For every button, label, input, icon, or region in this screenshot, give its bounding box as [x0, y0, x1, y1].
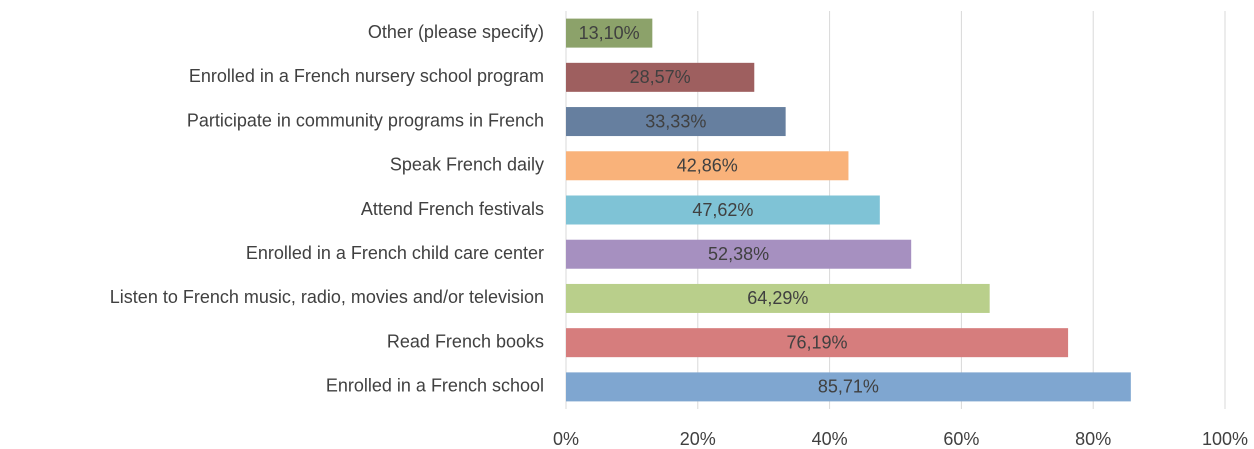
data-label: 47,62%	[692, 200, 753, 220]
bar	[566, 18, 653, 48]
data-label: 85,71%	[818, 377, 879, 397]
y-tick-label: Enrolled in a French child care center	[246, 243, 544, 263]
bar	[566, 372, 1131, 402]
data-label: 64,29%	[747, 288, 808, 308]
bar	[566, 328, 1069, 358]
data-label: 52,38%	[708, 244, 769, 264]
y-tick-label: Read French books	[387, 331, 544, 351]
x-tick-label: 100%	[1202, 429, 1248, 449]
bar	[566, 283, 990, 313]
bar	[566, 195, 880, 225]
y-tick-label: Enrolled in a French nursery school prog…	[189, 66, 544, 86]
data-label: 42,86%	[677, 156, 738, 176]
bar	[566, 151, 849, 181]
y-tick-label: Other (please specify)	[368, 22, 544, 42]
bar	[566, 239, 912, 269]
x-tick-label: 20%	[680, 429, 716, 449]
y-tick-label: Attend French festivals	[361, 199, 544, 219]
bar	[566, 107, 786, 137]
y-tick-label: Speak French daily	[390, 155, 544, 175]
data-label: 33,33%	[645, 111, 706, 131]
bar	[566, 62, 755, 92]
x-tick-label: 0%	[553, 429, 579, 449]
y-tick-label: Listen to French music, radio, movies an…	[110, 287, 544, 307]
x-tick-label: 60%	[943, 429, 979, 449]
x-tick-label: 40%	[812, 429, 848, 449]
data-label: 28,57%	[630, 67, 691, 87]
data-label: 13,10%	[579, 23, 640, 43]
x-tick-label: 80%	[1075, 429, 1111, 449]
y-tick-label: Enrolled in a French school	[326, 376, 544, 396]
y-tick-label: Participate in community programs in Fre…	[187, 110, 544, 130]
data-label: 76,19%	[787, 332, 848, 352]
